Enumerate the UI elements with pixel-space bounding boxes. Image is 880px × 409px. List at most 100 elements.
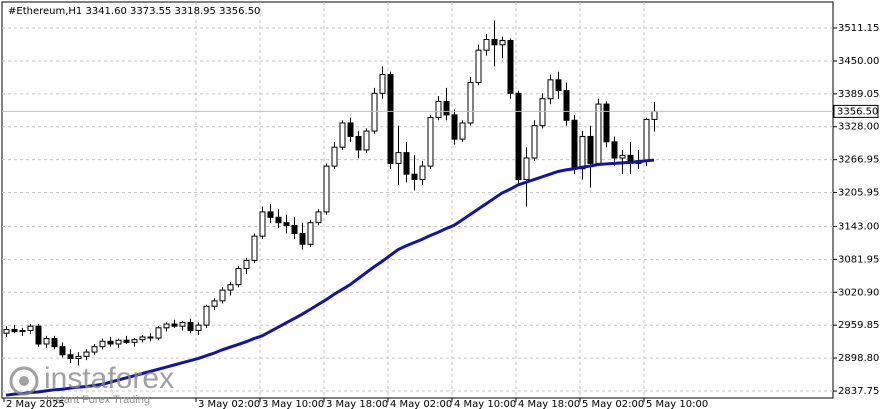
moving-average-line (5, 158, 655, 397)
candle-body (171, 323, 178, 327)
candle-body (363, 130, 370, 151)
candle-body (411, 173, 418, 181)
y-tick-label: 3266.95 (838, 155, 879, 166)
candle-body (403, 152, 410, 175)
candle-body (131, 339, 138, 343)
x-tick-label: 2 May 2025 (6, 399, 65, 409)
candle-body (315, 211, 322, 224)
candle-body (539, 98, 546, 127)
candle-body (643, 118, 650, 162)
candle-body (235, 268, 242, 286)
watermark-tagline: Instant Forex Trading (46, 394, 150, 406)
candle-body (435, 100, 442, 119)
candle-body (27, 325, 34, 332)
marks (3, 20, 658, 397)
candle-body (499, 39, 506, 46)
y-tick-label: 3081.95 (838, 254, 879, 265)
candle-body (195, 324, 202, 332)
x-tick-label: 4 May 10:00 (454, 399, 516, 409)
candle-body (371, 92, 378, 132)
candle-body (3, 328, 10, 334)
x-tick-label: 5 May 02:00 (582, 399, 644, 409)
plot-frame (1, 1, 834, 399)
candle-body (491, 38, 498, 46)
watermark-brand: instaforex (44, 362, 174, 395)
candle-body (59, 346, 66, 356)
candle-body (139, 336, 146, 341)
candle-body (163, 323, 170, 329)
watermark: instaforex Instant Forex Trading (9, 362, 174, 406)
candle-body (507, 39, 514, 94)
y-tick-label: 3020.90 (838, 287, 879, 298)
candle-body (459, 122, 466, 140)
y-tick-label: 2837.75 (838, 386, 879, 397)
last-price-label: 3356.50 (837, 106, 878, 117)
candle-body (443, 100, 450, 116)
candle-body (251, 235, 258, 261)
candle-body (123, 339, 130, 343)
candle-body (67, 354, 74, 360)
candle-body (107, 340, 114, 345)
chart-title: #Ethereum,H1 3341.60 3373.55 3318.95 335… (8, 6, 260, 17)
candle-body (563, 90, 570, 121)
x-tick-label: 4 May 02:00 (390, 399, 452, 409)
candle-body (243, 259, 250, 270)
candle-body (179, 321, 186, 327)
y-tick-label: 3143.00 (838, 221, 879, 232)
candle-body (451, 114, 458, 140)
candle-body (267, 211, 274, 218)
candle-body (347, 122, 354, 137)
x-tick-label: 3 May 02:00 (198, 399, 260, 409)
candle-body (339, 122, 346, 148)
candle-body (275, 216, 282, 224)
candle-body (483, 38, 490, 51)
candle-body (475, 49, 482, 84)
candle-body (395, 152, 402, 164)
x-tick-label: 3 May 10:00 (262, 399, 324, 409)
candle-body (91, 346, 98, 353)
y-tick-label: 3205.95 (838, 188, 879, 199)
y-tick-label: 3328.00 (838, 122, 879, 133)
y-tick-label: 2959.85 (838, 320, 879, 331)
grid (2, 2, 833, 398)
candle-body (155, 327, 162, 339)
x-tick-label: 3 May 18:00 (326, 399, 388, 409)
last-price-box (833, 104, 879, 118)
logo-dot (19, 376, 29, 386)
candle-body (355, 135, 362, 151)
candle-body (603, 103, 610, 143)
candle-body (523, 157, 530, 181)
candle-body (547, 79, 554, 100)
candle-body (619, 154, 626, 159)
candle-body (323, 165, 330, 213)
candle-body (259, 211, 266, 237)
candle-body (115, 339, 122, 345)
logo-ring (9, 366, 39, 396)
candle-body (147, 336, 154, 339)
candle-body (203, 305, 210, 326)
candle-body (387, 73, 394, 164)
candle-body (571, 119, 578, 170)
candle-body (43, 338, 50, 345)
candle-body (331, 146, 338, 167)
candle-body (291, 224, 298, 234)
y-tick-label: 3511.15 (838, 23, 879, 34)
candle-body (99, 340, 106, 348)
candle-body (379, 73, 386, 94)
candle-body (419, 165, 426, 181)
y-tick-label: 2898.80 (838, 353, 879, 364)
candle-body (51, 338, 58, 348)
candle-body (211, 300, 218, 307)
candle-body (35, 325, 42, 345)
candle-body (531, 125, 538, 159)
candle-body (579, 135, 586, 170)
candle-body (187, 321, 194, 332)
y-tick-label: 3450.00 (838, 56, 879, 67)
candle-body (227, 284, 234, 291)
candle-body (219, 289, 226, 302)
candle-body (83, 351, 90, 357)
y-tick-label: 3389.05 (838, 89, 879, 100)
candle-body (515, 92, 522, 181)
x-tick-label: 4 May 18:00 (518, 399, 580, 409)
